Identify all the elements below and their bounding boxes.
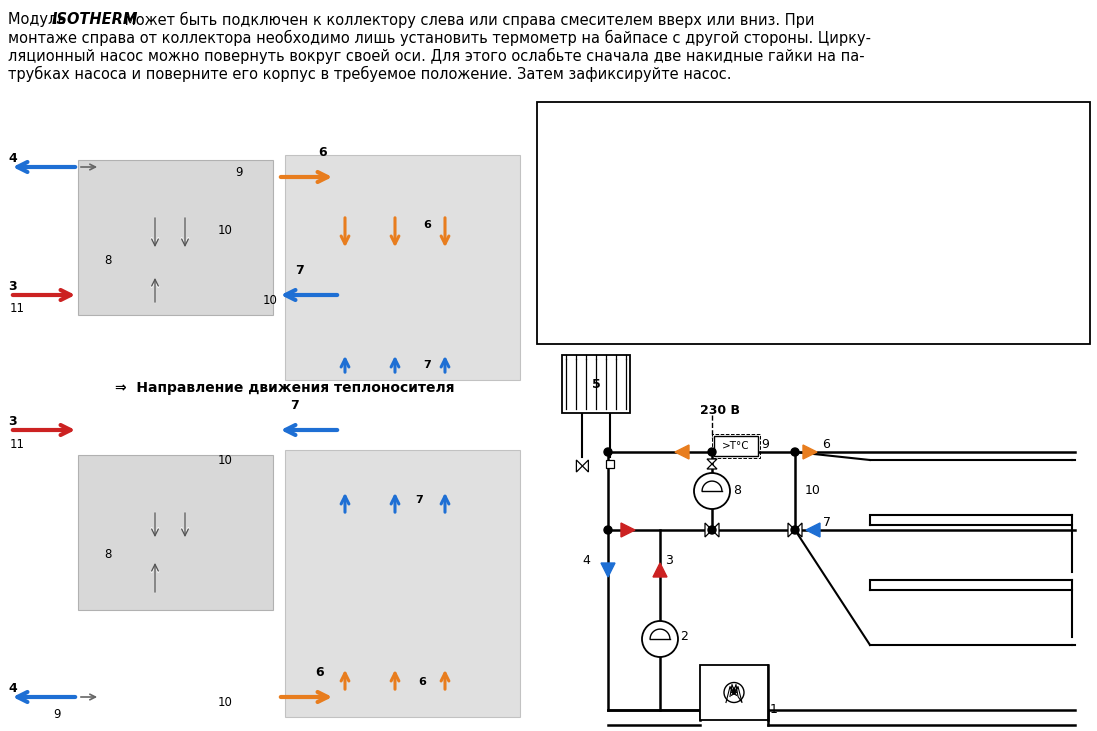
Text: 3: 3 xyxy=(665,553,672,567)
Text: АТ (аварийный накладной термостат): АТ (аварийный накладной термостат) xyxy=(579,276,847,289)
Text: Циркуляционный насос конура теплых полов: Циркуляционный насос конура теплых полов xyxy=(579,256,901,269)
Text: 4: 4 xyxy=(8,682,16,695)
Polygon shape xyxy=(788,523,795,537)
Bar xyxy=(606,460,613,468)
Text: 10: 10 xyxy=(548,296,566,309)
Text: 4: 4 xyxy=(548,176,557,189)
Circle shape xyxy=(604,526,612,534)
Polygon shape xyxy=(706,459,717,464)
Text: 3: 3 xyxy=(8,280,16,293)
Bar xyxy=(700,665,768,720)
Text: 2: 2 xyxy=(680,631,688,643)
Text: 230 В: 230 В xyxy=(700,404,740,417)
Text: Обратный трубпопровод первичного контура: Обратный трубпопровод первичного контура xyxy=(579,176,902,189)
Bar xyxy=(712,434,760,458)
Text: Радиатор: Радиатор xyxy=(579,196,645,209)
Text: монтаже справа от коллектора необходимо лишь установить термометр на байпасе с д: монтаже справа от коллектора необходимо … xyxy=(8,30,871,46)
Text: Модуль: Модуль xyxy=(8,12,70,27)
Circle shape xyxy=(708,448,716,456)
Text: >T°C: >T°C xyxy=(722,441,750,451)
Text: Циркуляционный насос первичного контура: Циркуляционный насос первичного контура xyxy=(579,136,893,149)
Polygon shape xyxy=(675,445,689,459)
Text: 7: 7 xyxy=(823,515,832,529)
Polygon shape xyxy=(653,563,667,577)
Text: 7: 7 xyxy=(548,236,557,249)
Text: 9: 9 xyxy=(761,438,769,451)
Circle shape xyxy=(724,683,744,702)
Text: 7: 7 xyxy=(423,360,431,370)
Polygon shape xyxy=(576,460,583,472)
Polygon shape xyxy=(795,523,802,537)
Text: 4: 4 xyxy=(583,553,590,567)
Bar xyxy=(285,450,520,717)
Circle shape xyxy=(604,448,612,456)
Text: ⇒  Направление движения теплоносителя: ⇒ Направление движения теплоносителя xyxy=(115,381,454,395)
Polygon shape xyxy=(712,523,719,537)
Polygon shape xyxy=(601,563,615,577)
Text: 6: 6 xyxy=(423,220,431,230)
Text: 6: 6 xyxy=(318,146,327,159)
Text: 9: 9 xyxy=(53,708,60,721)
Text: 9: 9 xyxy=(235,165,242,178)
Circle shape xyxy=(791,526,799,534)
Circle shape xyxy=(694,473,730,509)
Text: 6: 6 xyxy=(418,677,426,687)
Text: ISOTHERM: ISOTHERM xyxy=(52,12,138,27)
Text: ляционный насос можно повернуть вокруг своей оси. Для этого ослабьте сначала две: ляционный насос можно повернуть вокруг с… xyxy=(8,48,864,64)
Polygon shape xyxy=(621,523,635,537)
Text: 7: 7 xyxy=(415,495,422,505)
Text: 1: 1 xyxy=(548,116,557,129)
Text: 7: 7 xyxy=(290,399,298,412)
Text: 11: 11 xyxy=(548,316,566,329)
Text: 6: 6 xyxy=(822,437,829,450)
Text: 10: 10 xyxy=(218,453,233,466)
Text: 6: 6 xyxy=(315,666,324,679)
Text: 6: 6 xyxy=(548,216,557,229)
Text: 8: 8 xyxy=(548,256,557,269)
Polygon shape xyxy=(806,523,819,537)
Circle shape xyxy=(642,621,678,657)
Bar xyxy=(285,155,520,380)
Text: 9: 9 xyxy=(548,276,557,289)
Polygon shape xyxy=(803,445,817,459)
Text: Шаровые краны (рекомендованная опция): Шаровые краны (рекомендованная опция) xyxy=(579,296,881,309)
Text: Генератор тепла: Генератор тепла xyxy=(579,116,699,129)
Text: 4: 4 xyxy=(8,152,16,165)
Circle shape xyxy=(708,526,716,534)
Text: трубках насоса и поверните его корпус в требуемое положение. Затем зафиксируйте : трубках насоса и поверните его корпус в … xyxy=(8,66,732,82)
Text: 5: 5 xyxy=(591,377,600,390)
Text: 8: 8 xyxy=(104,254,112,267)
Text: Теплые полы: обратный трубопровод: Теплые полы: обратный трубопровод xyxy=(579,236,844,249)
Text: 10: 10 xyxy=(805,485,821,498)
Text: Подающий трубпопровод первичного контура: Подающий трубпопровод первичного контура xyxy=(579,156,907,169)
Bar xyxy=(562,355,630,413)
Bar xyxy=(714,436,758,456)
Text: 3: 3 xyxy=(8,415,16,428)
Bar xyxy=(538,102,1090,344)
Text: Теплые полы: подающий трубопровод: Теплые полы: подающий трубопровод xyxy=(579,216,851,229)
Text: 7: 7 xyxy=(295,264,304,277)
Circle shape xyxy=(791,448,799,456)
Polygon shape xyxy=(705,523,712,537)
Text: 10: 10 xyxy=(218,695,233,708)
Text: 10: 10 xyxy=(263,294,278,306)
Polygon shape xyxy=(706,464,717,469)
Text: 2: 2 xyxy=(548,136,557,149)
Text: 1: 1 xyxy=(770,703,778,716)
Text: 5: 5 xyxy=(548,196,557,209)
Text: Термометр для контроля температуры подачи: Термометр для контроля температуры подач… xyxy=(579,316,911,329)
Text: 3: 3 xyxy=(548,156,557,169)
Bar xyxy=(78,455,273,610)
Text: 8: 8 xyxy=(733,485,740,498)
Polygon shape xyxy=(583,460,588,472)
Text: 11: 11 xyxy=(10,303,25,316)
Text: 11: 11 xyxy=(10,437,25,450)
Text: может быть подключен к коллектору слева или справа смесителем вверх или вниз. Пр: может быть подключен к коллектору слева … xyxy=(120,12,814,29)
Text: 8: 8 xyxy=(104,548,112,561)
Bar xyxy=(78,160,273,315)
Text: 10: 10 xyxy=(218,224,233,237)
